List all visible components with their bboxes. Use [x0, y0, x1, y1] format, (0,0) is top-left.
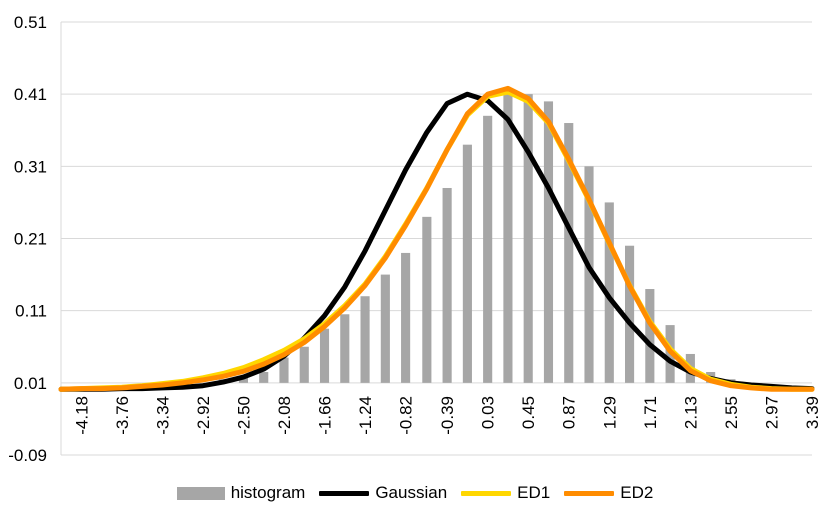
x-tick-label: -3.34: [153, 396, 172, 435]
legend-label-gaussian: Gaussian: [375, 483, 448, 502]
legend-label-ed1: ED1: [517, 483, 551, 502]
x-tick-label: 3.39: [803, 396, 822, 429]
legend-label-histogram: histogram: [230, 483, 306, 502]
histogram-bar: [360, 296, 370, 383]
histogram-bar: [259, 372, 269, 383]
x-tick-label: -2.08: [275, 396, 294, 435]
legend-item-ed1: ED1: [461, 483, 550, 503]
y-tick-label: 0.31: [14, 157, 47, 176]
x-tick-label: -1.66: [316, 396, 335, 435]
x-tick-label: 2.97: [762, 396, 781, 429]
x-tick-label: -2.50: [234, 396, 253, 435]
histogram-bar: [543, 101, 554, 383]
histogram-bar: [401, 252, 411, 383]
x-tick-label: 2.13: [681, 396, 700, 429]
legend-label-ed2: ED2: [620, 483, 654, 502]
x-tick-label: 1.71: [641, 396, 660, 429]
histogram-bar: [462, 144, 472, 383]
x-tick-label: 1.29: [600, 396, 619, 429]
x-tick-label: -0.39: [438, 396, 457, 435]
legend-swatch-ed1: [461, 490, 512, 496]
y-tick-label: -0.09: [8, 446, 47, 465]
y-tick-label: 0.51: [14, 13, 47, 32]
legend: histogram Gaussian ED1 ED2: [0, 478, 830, 508]
x-tick-label: -0.82: [397, 396, 416, 435]
y-tick-label: 0.11: [15, 302, 47, 321]
histogram-bar: [422, 216, 432, 383]
chart-canvas: 0.51 0.41 0.31 0.21 0.11 0.01 -0.09 -4.18 -3.76 -…: [8, 13, 822, 465]
x-tick-label: -4.18: [72, 396, 91, 435]
histogram-bar: [238, 377, 249, 383]
series-line-ed1: [58, 89, 815, 392]
legend-item-histogram: histogram: [176, 483, 306, 503]
histogram-bar: [645, 289, 655, 383]
y-tick-label: 0.41: [14, 85, 47, 104]
x-tick-label: -2.92: [194, 396, 213, 435]
x-tick-label: -1.24: [356, 396, 375, 435]
histogram-bar: [624, 245, 635, 383]
histogram-bar: [503, 94, 513, 383]
histogram-bar: [564, 123, 574, 383]
histogram-bar: [299, 346, 309, 383]
histogram-bar: [483, 115, 493, 383]
x-tick-label: 0.45: [519, 396, 538, 429]
legend-swatch-histogram: [176, 486, 225, 500]
legend-swatch-gaussian: [319, 490, 370, 496]
legend-item-ed2: ED2: [564, 483, 653, 503]
x-tick-label: 2.55: [722, 396, 741, 429]
legend-swatch-ed2: [564, 490, 615, 496]
x-tick-label: -3.76: [113, 396, 132, 435]
series-line-ed2: [58, 85, 815, 392]
histogram-bar: [380, 274, 390, 383]
x-tick-label: 0.03: [479, 396, 498, 429]
histogram-bar: [523, 94, 533, 383]
histogram-bar: [442, 187, 452, 383]
legend-item-gaussian: Gaussian: [319, 483, 447, 503]
histogram-bar: [340, 314, 350, 383]
series-line-gaussian: [58, 91, 815, 392]
histogram-bar: [604, 202, 614, 383]
histogram-bar: [319, 328, 330, 383]
histogram-bar: [584, 166, 594, 383]
histogram-bar: [279, 357, 289, 383]
y-tick-label: 0.21: [14, 230, 47, 249]
y-tick-label: 0.01: [14, 374, 47, 393]
x-tick-label: 0.87: [560, 396, 579, 429]
